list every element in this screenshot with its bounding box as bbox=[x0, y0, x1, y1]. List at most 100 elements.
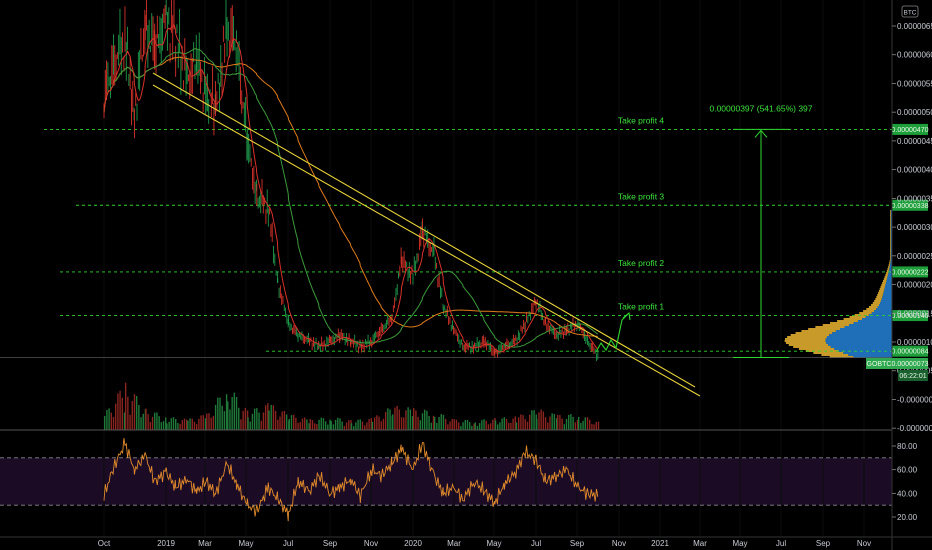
volume-profile-bar-up bbox=[890, 240, 892, 242]
volume-bar bbox=[327, 424, 329, 430]
volume-profile-bar-up bbox=[874, 310, 892, 312]
volume-profile-bar-down bbox=[890, 246, 891, 248]
volume-bar bbox=[528, 414, 531, 430]
volume-bar bbox=[117, 393, 119, 430]
volume-bar bbox=[508, 422, 510, 430]
support-badge-bg bbox=[892, 345, 928, 357]
volume-bar bbox=[112, 416, 115, 430]
volume-profile-bar-up bbox=[890, 228, 892, 230]
volume-profile-bar-up bbox=[882, 294, 892, 296]
volume-profile-bar-down bbox=[874, 300, 881, 302]
time-tick-label: May bbox=[732, 539, 747, 548]
volume-bar bbox=[131, 400, 133, 430]
volume-bar bbox=[536, 418, 538, 430]
volume-bar bbox=[348, 420, 350, 430]
volume-profile-bar-down bbox=[881, 284, 886, 286]
volume-bar bbox=[160, 422, 163, 430]
volume-bar bbox=[251, 413, 254, 430]
rsi-line bbox=[103, 438, 599, 522]
volume-profile-bar-down bbox=[890, 212, 891, 214]
volume-profile-bar-up bbox=[843, 352, 892, 354]
volume-profile-bar-up bbox=[890, 252, 892, 254]
volume-bar bbox=[288, 418, 290, 430]
volume-profile-bar-down bbox=[879, 288, 885, 290]
volume-bar bbox=[568, 414, 570, 430]
volume-profile-bar-down bbox=[890, 252, 891, 254]
volume-bar bbox=[447, 424, 449, 430]
volume-bar bbox=[432, 415, 435, 430]
volume-bar bbox=[147, 414, 149, 430]
volume-bar bbox=[492, 419, 494, 430]
volume-bar bbox=[279, 416, 281, 430]
take-profit-label: Take profit 2 bbox=[618, 258, 665, 268]
time-tick-label: May bbox=[238, 539, 253, 548]
volume-bar bbox=[217, 397, 219, 430]
volume-bar bbox=[531, 410, 533, 430]
volume-bar bbox=[597, 421, 600, 430]
volume-bar bbox=[104, 416, 106, 430]
volume-bar bbox=[576, 419, 579, 430]
volume-profile-bar-down bbox=[863, 310, 875, 312]
volume-bar bbox=[124, 382, 127, 430]
volume-profile-bar-down bbox=[890, 222, 891, 224]
volume-bar bbox=[229, 409, 231, 430]
volume-bar bbox=[267, 403, 269, 430]
volume-bar bbox=[503, 417, 506, 430]
volume-bar bbox=[208, 413, 210, 430]
volume-profile-bar-up bbox=[890, 214, 892, 216]
volume-profile-bar-down bbox=[890, 244, 891, 246]
time-axis[interactable]: Oct 2019 Mar May Jul Sep Nov 2020 Mar May Jul Sep No… bbox=[98, 539, 871, 548]
price-tick-label: -0.00000000 bbox=[897, 395, 932, 404]
volume-bar bbox=[233, 392, 236, 430]
volume-bar bbox=[540, 409, 542, 430]
volume-profile-bar-up bbox=[880, 300, 892, 302]
volume-bar bbox=[468, 422, 471, 430]
volume-bar bbox=[428, 416, 430, 430]
volume-profile-bar-down bbox=[884, 276, 888, 278]
time-tick-label: 2021 bbox=[651, 539, 669, 548]
volume-profile-bar-down bbox=[880, 286, 885, 288]
volume-bar bbox=[238, 407, 240, 430]
volume-bar bbox=[110, 412, 112, 430]
volume-bar bbox=[400, 417, 403, 430]
volume-profile-bar-up bbox=[832, 332, 892, 334]
volume-profile-bar-down bbox=[882, 280, 887, 282]
ma-red-line bbox=[103, 23, 599, 353]
volume-bar bbox=[316, 424, 318, 430]
volume-bar bbox=[582, 420, 584, 430]
volume-bar bbox=[440, 414, 442, 430]
volume-bar bbox=[225, 394, 228, 430]
volume-profile-bar-up bbox=[890, 236, 892, 238]
volume-bar bbox=[499, 422, 501, 430]
currency-badge-frame[interactable] bbox=[901, 5, 919, 18]
volume-bar bbox=[221, 405, 223, 430]
volume-bar bbox=[179, 423, 181, 430]
take-profit-badge-bg bbox=[892, 199, 928, 211]
rsi-tick-label: 60.00 bbox=[897, 466, 918, 475]
volume-bar bbox=[158, 416, 160, 430]
volume-profile-bar-up bbox=[882, 296, 892, 298]
volume-profile-bar-down bbox=[886, 270, 889, 272]
ma-orange-line bbox=[103, 56, 598, 337]
volume-bar bbox=[253, 408, 256, 430]
projection-path bbox=[595, 313, 629, 353]
volume-profile-bar-up bbox=[890, 238, 892, 240]
volume-profile-bar-up bbox=[828, 344, 892, 346]
volume-bar bbox=[444, 418, 447, 430]
volume-bar bbox=[515, 422, 518, 430]
countdown-value: 06:22:01 bbox=[899, 373, 926, 380]
volume-bar bbox=[473, 423, 475, 430]
volume-bar bbox=[442, 414, 445, 430]
volume-profile-bar-down bbox=[795, 332, 833, 334]
volume-profile-bar-down bbox=[890, 226, 891, 228]
rsi-axis[interactable]: 80.00 60.00 40.00 20.00 bbox=[892, 442, 918, 522]
volume-profile-bar-down bbox=[790, 334, 830, 336]
volume-bar bbox=[227, 401, 229, 430]
volume-bar bbox=[106, 410, 108, 430]
volume-profile-bar-down bbox=[882, 282, 886, 284]
volume-bar bbox=[570, 414, 572, 430]
volume-profile-bar-up bbox=[853, 322, 892, 324]
volume-bar bbox=[268, 410, 270, 430]
volume-bar bbox=[438, 417, 440, 430]
